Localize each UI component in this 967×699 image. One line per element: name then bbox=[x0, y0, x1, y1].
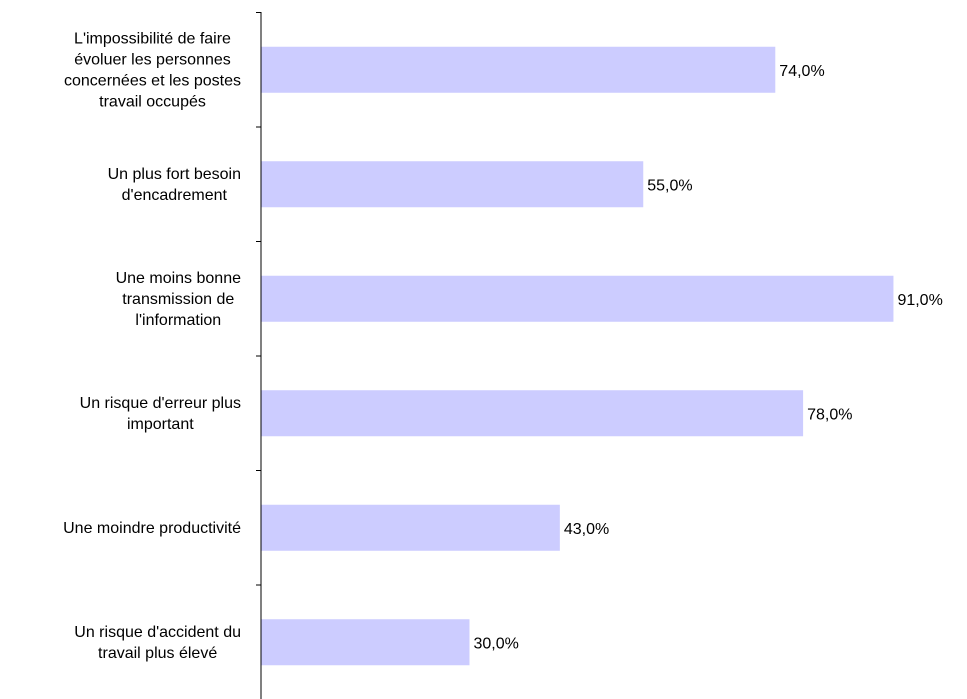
category-labels-layer: L'impossibilité de faire évoluer les pers… bbox=[63, 30, 241, 662]
category-label-line: Une moins bonne bbox=[116, 270, 242, 287]
category-label-line: l'information bbox=[135, 312, 221, 329]
bar-2 bbox=[261, 161, 644, 208]
category-label-line: Un risque d'erreur plus bbox=[80, 395, 241, 412]
category-label-4: Un risque d'erreur plus important bbox=[80, 395, 241, 433]
value-labels-layer: 74,0% 55,0% 91,0% 78,0% 43,0% 30,0% bbox=[474, 63, 943, 653]
category-axis bbox=[256, 12, 262, 699]
bar-4 bbox=[261, 390, 804, 437]
bar-6 bbox=[261, 619, 470, 666]
value-label-5: 43,0% bbox=[564, 521, 609, 538]
category-label-line: Une moindre productivité bbox=[63, 520, 241, 537]
value-label-6: 30,0% bbox=[474, 635, 519, 652]
category-label-line: concernées et les postes bbox=[64, 72, 241, 89]
category-label-line: important bbox=[127, 416, 194, 433]
category-label-6: Un risque d'accident du travail plus élev… bbox=[74, 624, 241, 662]
category-label-5: Une moindre productivité bbox=[63, 520, 241, 537]
value-label-4: 78,0% bbox=[807, 406, 852, 423]
category-label-line: travail occupés bbox=[99, 93, 206, 110]
category-label-line: Un plus fort besoin bbox=[108, 166, 241, 183]
category-label-line: Un risque d'accident du bbox=[74, 624, 241, 641]
value-label-3: 91,0% bbox=[897, 292, 942, 309]
category-label-line: travail plus élevé bbox=[98, 645, 217, 662]
category-label-3: Une moins bonne transmission de l'informat… bbox=[116, 270, 242, 329]
bar-1 bbox=[261, 46, 776, 93]
bar-3 bbox=[261, 275, 894, 322]
category-label-1: L'impossibilité de faire évoluer les pers… bbox=[64, 30, 241, 110]
category-label-2: Un plus fort besoin d'encadrement bbox=[108, 166, 241, 204]
category-label-line: d'encadrement bbox=[122, 187, 228, 204]
bars-layer bbox=[261, 46, 894, 666]
category-label-line: évoluer les personnes bbox=[74, 51, 231, 68]
value-label-1: 74,0% bbox=[779, 63, 824, 80]
value-label-2: 55,0% bbox=[647, 177, 692, 194]
category-label-line: L'impossibilité de faire bbox=[74, 30, 231, 47]
category-label-line: transmission de bbox=[122, 291, 234, 308]
bar-5 bbox=[261, 504, 560, 551]
